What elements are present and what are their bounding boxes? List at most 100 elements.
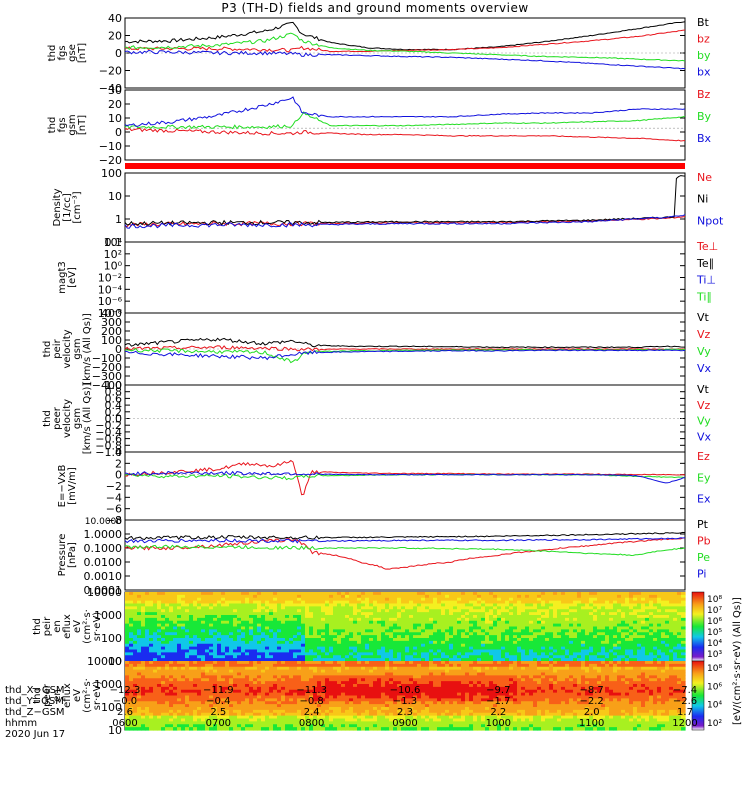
y-tick-label: 0 xyxy=(115,343,122,356)
y-axis-label: en xyxy=(52,689,63,702)
y-axis-label: thd xyxy=(32,618,43,635)
legend-label: Vy xyxy=(697,415,711,428)
y-tick-label: −0.4 xyxy=(95,426,122,439)
series-line-Pt xyxy=(124,531,686,541)
legend-label: Ti∥ xyxy=(696,290,712,303)
y-axis-label: en xyxy=(52,620,63,633)
ephemeris-row-label: thd_Z−GSM xyxy=(5,707,65,718)
ephemeris-value: −10.6 xyxy=(389,685,421,696)
y-axis-label: thd xyxy=(42,410,53,427)
legend-label: Vx xyxy=(697,430,712,443)
legend-label: Ne xyxy=(697,171,712,184)
ephemeris-value: 0700 xyxy=(205,718,232,729)
y-tick-label: 0.2 xyxy=(105,406,123,419)
ephemeris-row: hhmm 0600 0700 0800 0900 1000 1100 1200 xyxy=(5,718,698,729)
y-tick-label: 0.0001 xyxy=(84,584,123,597)
ephemeris-value: −12.3 xyxy=(109,685,141,696)
ephemeris-value: −1.3 xyxy=(392,696,418,707)
ephemeris-value: −1.7 xyxy=(486,696,511,707)
ephemeris-value: 2.4 xyxy=(303,707,320,718)
y-tick-label: −2 xyxy=(106,480,122,493)
y-tick-label: 10⁻⁸ xyxy=(98,307,123,320)
ephemeris-row: thd_Z−GSM 2.6 2.5 2.4 2.3 2.2 2.0 1.7 xyxy=(5,707,693,718)
y-tick-label: 1000 xyxy=(94,678,122,691)
y-axis-label: E=−VxB xyxy=(57,465,68,508)
colorbar-tick-label: 10⁸ xyxy=(707,664,722,674)
legend-label: by xyxy=(697,49,711,62)
y-tick-label: 20 xyxy=(108,30,122,43)
date-label: 2020 Jun 17 xyxy=(5,729,66,740)
y-axis-label: [cm⁻³] xyxy=(72,191,83,223)
legend-label: bz xyxy=(697,33,710,46)
ephemeris-value: −8.7 xyxy=(579,685,604,696)
legend-label: Vz xyxy=(697,328,711,341)
y-tick-label: 30 xyxy=(108,84,122,97)
y-axis-label: eV xyxy=(72,620,83,633)
y-tick-label: 0.6 xyxy=(105,392,123,405)
y-axis-label: thd xyxy=(32,687,43,704)
y-tick-label: −0.8 xyxy=(95,439,122,452)
ephemeris-value: −0.8 xyxy=(299,696,324,707)
y-tick-label: 10000 xyxy=(87,655,122,668)
y-tick-label: 0 xyxy=(115,126,122,139)
y-tick-label: −0.2 xyxy=(95,419,122,432)
y-axis-label: gsm xyxy=(72,338,83,359)
y-tick-label: −400 xyxy=(92,379,122,392)
ephemeris-value: −11.9 xyxy=(203,685,234,696)
y-tick-label: 1.0 xyxy=(105,379,123,392)
y-tick-label: 10 xyxy=(108,655,122,668)
y-axis-label: velocity xyxy=(62,399,73,438)
ephemeris-row-label: thd_X−GSM xyxy=(5,685,65,696)
y-axis-label: (cm²·s· xyxy=(82,609,93,644)
y-tick-label: 4 xyxy=(115,446,122,459)
legend-label: Ez xyxy=(697,450,710,463)
y-axis-label: gsm xyxy=(72,408,83,429)
legend-label: bx xyxy=(697,66,711,79)
y-axis-label: magt3 xyxy=(57,261,68,294)
series-line-Pe xyxy=(124,544,686,557)
ephemeris-value: 2.0 xyxy=(583,707,600,718)
y-tick-label: −0.6 xyxy=(95,433,122,446)
legend-label: Bz xyxy=(697,88,711,101)
ephemeris-value: 2.2 xyxy=(490,707,507,718)
ephemeris-value: 1000 xyxy=(485,718,512,729)
y-axis-label: eV xyxy=(72,689,83,702)
y-axis-label: peir xyxy=(52,338,63,358)
ephemeris-row-label: thd_Y−GSM xyxy=(5,696,64,707)
colorbar-tick-label: 10⁸ xyxy=(707,595,722,605)
legend-label: Vy xyxy=(697,345,711,358)
legend-label: Npot xyxy=(697,214,724,227)
ephemeris-row-label: hhmm xyxy=(5,718,38,729)
series-line-Ne xyxy=(124,216,686,228)
legend-label: Bt xyxy=(697,16,710,29)
y-axis-label: [km/s (All Qs)] xyxy=(82,313,93,385)
legend-label: Pe xyxy=(697,551,710,564)
y-axis-label: [eV] xyxy=(67,267,78,288)
y-tick-label: 100 xyxy=(101,334,122,347)
colorbar-tick-label: 10⁶ xyxy=(707,617,722,627)
series-line-bz xyxy=(124,29,686,53)
ephemeris-value: −11.3 xyxy=(296,685,327,696)
legend-label: By xyxy=(697,110,712,123)
y-axis-label: [1/cc] xyxy=(62,193,73,222)
y-axis-label: Pressure xyxy=(57,534,68,577)
y-tick-label: 0.1 xyxy=(105,236,123,249)
y-axis-label: eflux xyxy=(62,683,73,708)
colorbar-tick-label: 10⁶ xyxy=(707,682,722,692)
y-tick-label: 100 xyxy=(101,167,122,180)
y-tick-label: 10⁻⁴ xyxy=(98,283,123,296)
ephemeris-value: 1100 xyxy=(578,718,605,729)
y-tick-label: −20 xyxy=(99,154,122,167)
ephemeris-value: 2.6 xyxy=(117,707,133,718)
y-tick-label: 10 xyxy=(108,112,122,125)
colorbar-label: [eV/(cm²·s·sr·eV) (All Qs)] xyxy=(732,597,743,725)
y-tick-label: 10⁰ xyxy=(104,260,123,273)
ephemeris-value: −0.0 xyxy=(112,696,138,707)
y-axis-label: [km/s (All Qs)] xyxy=(82,383,93,455)
y-tick-label: 0.0100 xyxy=(84,556,123,569)
ephemeris-value: 0600 xyxy=(112,718,138,729)
colorbar-tick-label: 10⁵ xyxy=(707,628,722,638)
y-tick-label: 0.0010 xyxy=(84,570,123,583)
y-tick-label: −200 xyxy=(92,361,122,374)
